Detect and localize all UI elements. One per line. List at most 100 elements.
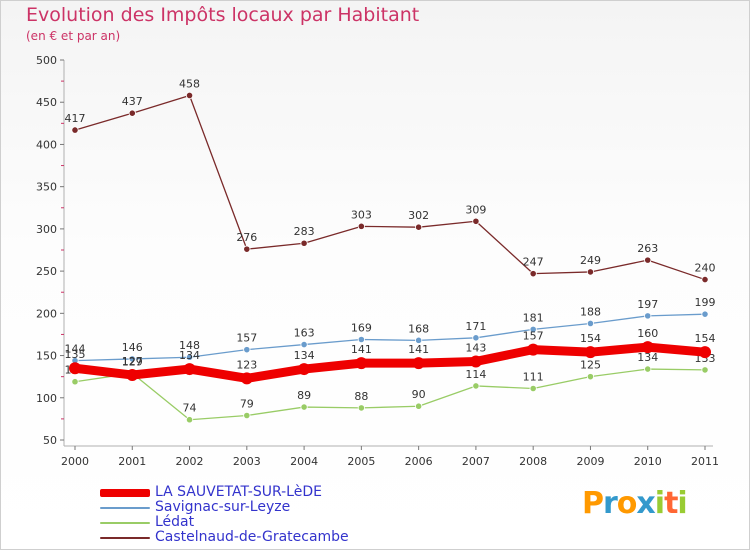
series-line-savignac-sur-leyze (74, 313, 706, 362)
x-tick-label: 2007 (462, 455, 490, 468)
data-label-la-sauvetat-sur-l-de: 160 (637, 327, 658, 340)
y-tick-label: 200 (36, 307, 57, 320)
series-line-castelnaud-de-gratecambe (74, 94, 706, 281)
data-label-castelnaud-de-gratecambe: 302 (408, 209, 429, 222)
logo-letter: P (582, 486, 604, 521)
data-label-savignac-sur-leyze: 144 (65, 343, 86, 356)
data-point-la-sauvetat-sur-l-de (183, 363, 196, 376)
data-label-savignac-sur-leyze: 171 (465, 320, 486, 333)
data-point-la-sauvetat-sur-l-de (126, 368, 139, 381)
data-point-l-dat (415, 402, 423, 410)
data-point-l-dat (243, 411, 251, 420)
data-point-castelnaud-de-gratecambe (415, 223, 423, 231)
data-point-castelnaud-de-gratecambe (243, 245, 251, 253)
data-point-la-sauvetat-sur-l-de (469, 355, 482, 368)
data-label-castelnaud-de-gratecambe: 309 (465, 203, 486, 216)
y-tick-label: 450 (36, 96, 57, 109)
data-point-savignac-sur-leyze (243, 346, 251, 354)
data-point-savignac-sur-leyze (529, 325, 537, 333)
y-tick-label: 150 (36, 350, 57, 363)
data-point-castelnaud-de-gratecambe (300, 239, 308, 247)
y-tick-label: 400 (36, 138, 57, 151)
data-point-la-sauvetat-sur-l-de (412, 357, 425, 370)
series-line-l-dat (74, 368, 706, 421)
data-label-la-sauvetat-sur-l-de: 141 (408, 343, 429, 356)
legend-label-la-sauvetat: LA SAUVETAT-SUR-LèDE (155, 484, 322, 500)
data-point-castelnaud-de-gratecambe (71, 126, 79, 134)
data-label-savignac-sur-leyze: 188 (580, 305, 601, 318)
data-label-la-sauvetat-sur-l-de: 134 (294, 349, 315, 362)
data-label-l-dat: 129 (122, 355, 143, 368)
data-point-savignac-sur-leyze (415, 336, 423, 344)
data-label-savignac-sur-leyze: 199 (695, 296, 716, 309)
data-label-savignac-sur-leyze: 148 (179, 339, 200, 352)
data-point-la-sauvetat-sur-l-de (69, 362, 81, 375)
legend-swatch-la-sauvetat (100, 489, 150, 497)
data-point-savignac-sur-leyze (472, 334, 480, 342)
data-point-l-dat (357, 404, 365, 412)
y-tick-label: 500 (36, 54, 57, 67)
data-label-l-dat: 89 (297, 389, 311, 402)
data-label-castelnaud-de-gratecambe: 303 (351, 208, 372, 221)
data-point-castelnaud-de-gratecambe (357, 222, 365, 230)
legend-swatch-savignac (100, 507, 150, 509)
data-label-castelnaud-de-gratecambe: 249 (580, 254, 601, 267)
y-tick-label: 100 (36, 392, 57, 405)
legend-label-savignac: Savignac-sur-Leyze (155, 499, 291, 515)
x-tick-label: 2001 (118, 455, 146, 468)
data-label-l-dat: 114 (465, 368, 486, 381)
series-line-la-sauvetat-sur-l-de (70, 342, 710, 383)
data-label-la-sauvetat-sur-l-de: 157 (523, 330, 544, 343)
data-point-la-sauvetat-sur-l-de (298, 363, 311, 376)
data-point-savignac-sur-leyze (644, 312, 652, 320)
data-point-savignac-sur-leyze (185, 353, 194, 361)
data-label-savignac-sur-leyze: 146 (122, 341, 143, 354)
data-label-la-sauvetat-sur-l-de: 135 (65, 348, 86, 361)
data-label-la-sauvetat-sur-l-de: 134 (179, 349, 200, 362)
x-tick-label: 2004 (290, 455, 318, 468)
legend-swatch-castelnaud (100, 537, 150, 539)
x-tick-label: 2008 (519, 455, 547, 468)
y-tick-label: 250 (36, 265, 57, 278)
legend-label-castelnaud: Castelnaud-de-Gratecambe (155, 529, 349, 545)
data-point-castelnaud-de-gratecambe (128, 109, 136, 117)
data-label-l-dat: 74 (183, 402, 197, 415)
data-label-la-sauvetat-sur-l-de: 154 (695, 332, 716, 345)
data-label-la-sauvetat-sur-l-de: 154 (580, 332, 601, 345)
data-point-savignac-sur-leyze (300, 340, 308, 349)
data-label-savignac-sur-leyze: 197 (637, 298, 658, 311)
data-point-l-dat (185, 416, 194, 424)
data-label-savignac-sur-leyze: 168 (408, 322, 429, 335)
data-point-l-dat (71, 378, 79, 386)
data-point-savignac-sur-leyze (701, 310, 709, 318)
x-tick-label: 2009 (576, 455, 604, 468)
data-point-la-sauvetat-sur-l-de (355, 357, 368, 370)
data-point-castelnaud-de-gratecambe (586, 268, 595, 276)
x-tick-label: 2005 (347, 455, 375, 468)
data-label-la-sauvetat-sur-l-de: 123 (236, 358, 257, 371)
data-point-castelnaud-de-gratecambe (529, 270, 537, 278)
logo-letter: o (616, 486, 638, 521)
x-tick-label: 2000 (61, 455, 89, 468)
data-label-la-sauvetat-sur-l-de: 127 (122, 355, 143, 368)
data-point-savignac-sur-leyze (586, 319, 595, 328)
data-label-l-dat: 125 (580, 359, 601, 372)
y-tick-label: 350 (36, 181, 57, 194)
data-point-castelnaud-de-gratecambe (472, 217, 480, 225)
chart-subtitle: (en € et par an) (26, 29, 121, 43)
data-label-savignac-sur-leyze: 163 (294, 327, 315, 340)
data-label-castelnaud-de-gratecambe: 263 (637, 242, 658, 255)
logo-letter: i (654, 486, 665, 521)
x-tick-label: 2003 (233, 455, 261, 468)
data-point-l-dat (472, 382, 480, 390)
legend-label-ledat: Lédat (155, 514, 195, 530)
y-tick-label: 300 (36, 223, 57, 236)
data-label-castelnaud-de-gratecambe: 240 (695, 262, 716, 275)
data-label-savignac-sur-leyze: 181 (523, 311, 544, 324)
data-label-la-sauvetat-sur-l-de: 143 (465, 341, 486, 354)
data-label-l-dat: 134 (637, 351, 658, 364)
legend-swatch-ledat (100, 522, 150, 524)
proxiti-logo: Proxiti (582, 486, 688, 521)
x-tick-label: 2002 (176, 455, 204, 468)
